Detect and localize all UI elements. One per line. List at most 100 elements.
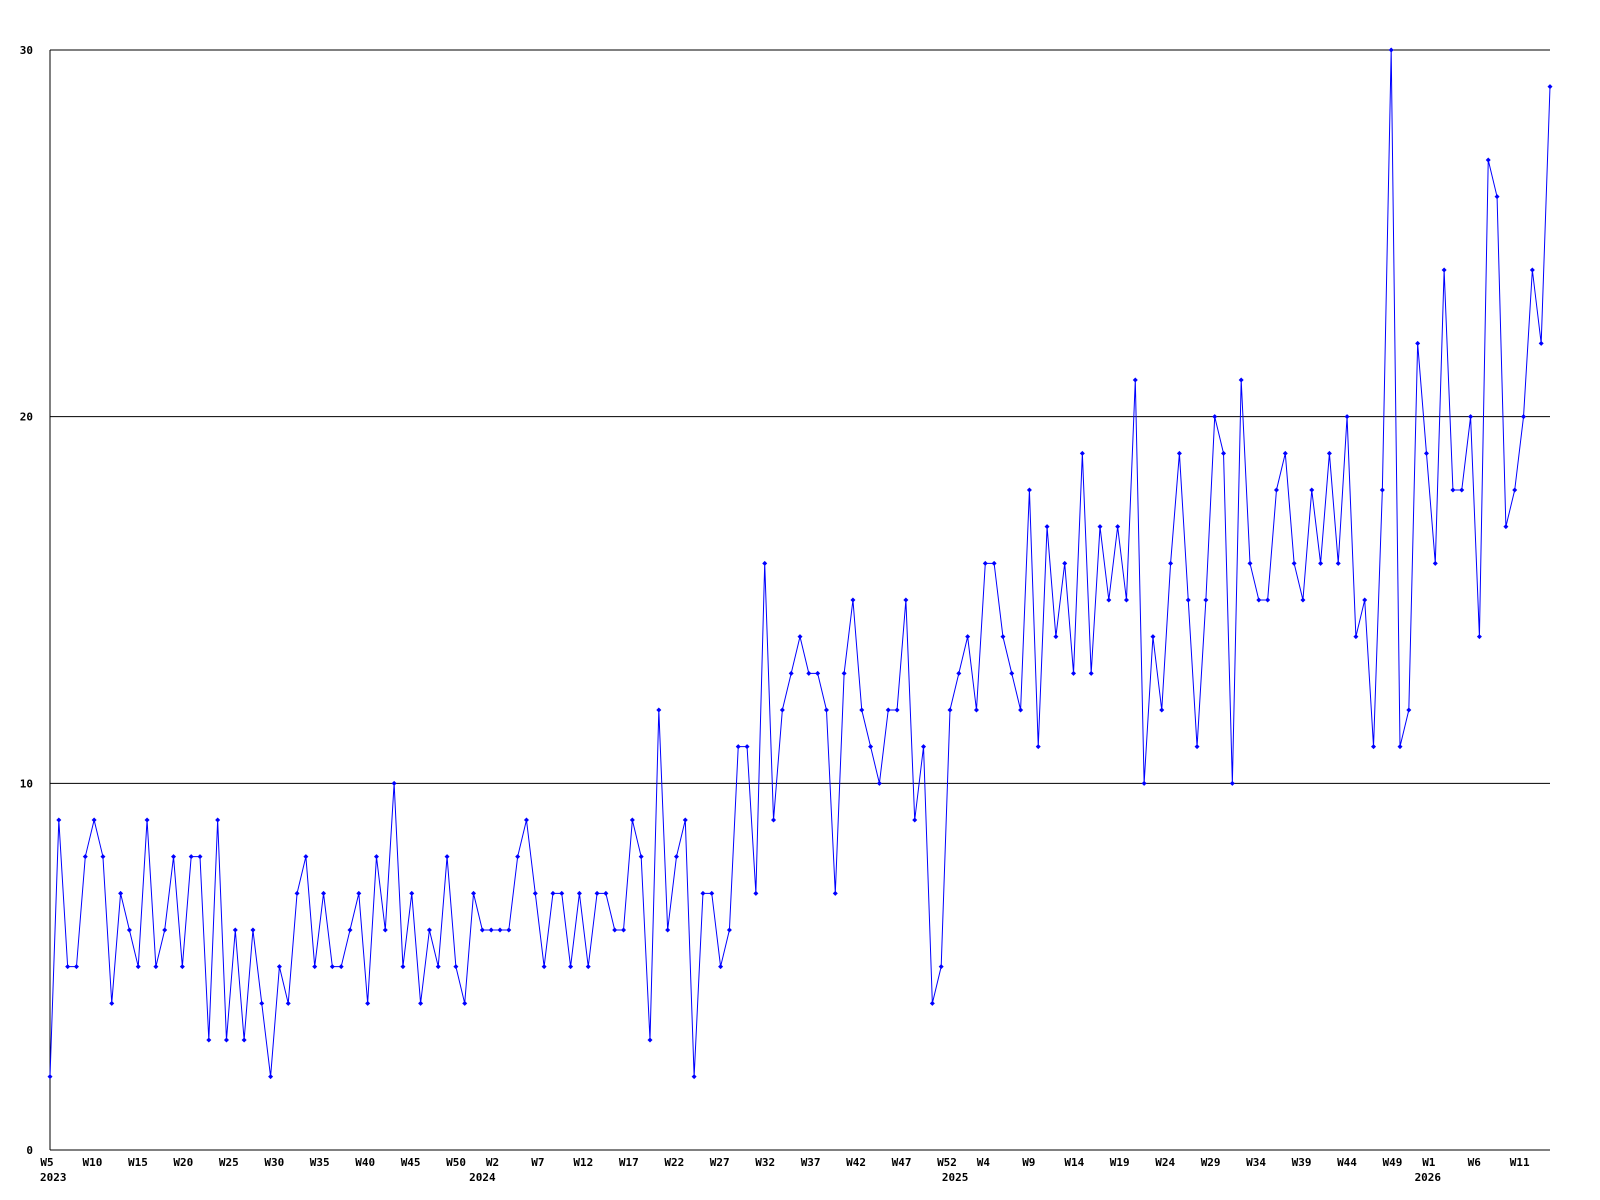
x-tick-label: W5	[40, 1156, 53, 1169]
data-point-marker	[1459, 487, 1465, 493]
data-point-marker	[762, 560, 768, 566]
series-markers	[47, 47, 1553, 1080]
data-point-marker	[1000, 634, 1006, 640]
data-point-marker	[444, 854, 450, 860]
data-point-marker	[629, 817, 635, 823]
y-tick-label: 10	[20, 777, 33, 790]
x-tick-labels: W5 W10 W15 W20 W25 W30 W35 W40 W45 W50 W2 W7 W12 W17 W…	[40, 1156, 1530, 1169]
data-point-marker	[1406, 707, 1412, 713]
data-point-marker	[806, 670, 812, 676]
data-point-marker	[1432, 560, 1438, 566]
data-point-marker	[665, 927, 671, 933]
x-tick-label: W2	[486, 1156, 499, 1169]
data-point-marker	[73, 964, 79, 970]
x-tick-label: W25	[219, 1156, 239, 1169]
data-point-marker	[912, 817, 918, 823]
data-point-marker	[1379, 487, 1385, 493]
data-point-marker	[647, 1037, 653, 1043]
data-point-marker	[1335, 560, 1341, 566]
data-point-marker	[1106, 597, 1112, 603]
data-point-marker	[329, 964, 335, 970]
data-point-marker	[171, 854, 177, 860]
x-tick-label: W50	[446, 1156, 466, 1169]
data-point-marker	[497, 927, 503, 933]
data-point-marker	[426, 927, 432, 933]
data-point-marker	[382, 927, 388, 933]
x-tick-label: W4	[977, 1156, 991, 1169]
data-point-marker	[303, 854, 309, 860]
data-point-marker	[709, 890, 715, 896]
data-point-marker	[718, 964, 724, 970]
data-point-marker	[1494, 194, 1500, 200]
data-point-marker	[1503, 524, 1509, 530]
y-tick-labels: 0 10 20 30	[20, 44, 33, 1157]
data-point-marker	[541, 964, 547, 970]
data-point-marker	[162, 927, 168, 933]
data-point-marker	[1176, 450, 1182, 456]
data-point-marker	[153, 964, 159, 970]
x-tick-label: W17	[619, 1156, 639, 1169]
data-point-marker	[797, 634, 803, 640]
x-tick-label: W40	[355, 1156, 375, 1169]
data-point-marker	[126, 927, 132, 933]
x-tick-label: W44	[1337, 1156, 1357, 1169]
data-point-marker	[1538, 340, 1544, 346]
data-point-marker	[82, 854, 88, 860]
x-tick-label: W52	[937, 1156, 957, 1169]
data-point-marker	[1238, 377, 1244, 383]
data-point-marker	[1423, 450, 1429, 456]
data-point-marker	[188, 854, 194, 860]
data-point-marker	[1309, 487, 1315, 493]
data-point-marker	[65, 964, 71, 970]
data-point-marker	[365, 1000, 371, 1006]
data-point-marker	[109, 1000, 115, 1006]
data-point-marker	[56, 817, 62, 823]
data-point-marker	[559, 890, 565, 896]
data-point-marker	[921, 744, 927, 750]
data-point-marker	[1035, 744, 1041, 750]
data-point-marker	[691, 1074, 697, 1080]
x-tick-label: W32	[755, 1156, 775, 1169]
x-tick-label: W34	[1246, 1156, 1266, 1169]
data-point-marker	[568, 964, 574, 970]
x-tick-label: W9	[1022, 1156, 1035, 1169]
data-point-marker	[815, 670, 821, 676]
data-point-marker	[338, 964, 344, 970]
data-point-marker	[753, 890, 759, 896]
x-tick-label: W39	[1292, 1156, 1312, 1169]
data-point-marker	[656, 707, 662, 713]
data-point-marker	[1273, 487, 1279, 493]
data-point-marker	[638, 854, 644, 860]
data-point-marker	[938, 964, 944, 970]
x-tick-label: W11	[1510, 1156, 1530, 1169]
data-point-marker	[1115, 524, 1121, 530]
data-point-marker	[594, 890, 600, 896]
x-tick-label: W49	[1383, 1156, 1403, 1169]
data-point-marker	[506, 927, 512, 933]
x-tick-label: W45	[401, 1156, 421, 1169]
data-point-marker	[1079, 450, 1085, 456]
data-point-marker	[135, 964, 141, 970]
x-tick-label: W42	[846, 1156, 866, 1169]
x-tick-label: W6	[1468, 1156, 1482, 1169]
data-point-marker	[1150, 634, 1156, 640]
x-tick-label: W29	[1201, 1156, 1221, 1169]
data-point-marker	[241, 1037, 247, 1043]
data-point-marker	[223, 1037, 229, 1043]
data-point-marker	[515, 854, 521, 860]
data-point-marker	[1388, 47, 1394, 53]
data-point-marker	[91, 817, 97, 823]
data-point-marker	[1521, 414, 1527, 420]
data-point-marker	[479, 927, 485, 933]
data-point-marker	[1141, 780, 1147, 786]
data-point-marker	[1300, 597, 1306, 603]
x-tick-label: W37	[801, 1156, 821, 1169]
data-point-marker	[876, 780, 882, 786]
data-point-marker	[1512, 487, 1518, 493]
data-point-marker	[673, 854, 679, 860]
data-point-marker	[1009, 670, 1015, 676]
data-point-marker	[1362, 597, 1368, 603]
data-point-marker	[841, 670, 847, 676]
data-point-marker	[356, 890, 362, 896]
year-label: 2026	[1415, 1171, 1442, 1184]
